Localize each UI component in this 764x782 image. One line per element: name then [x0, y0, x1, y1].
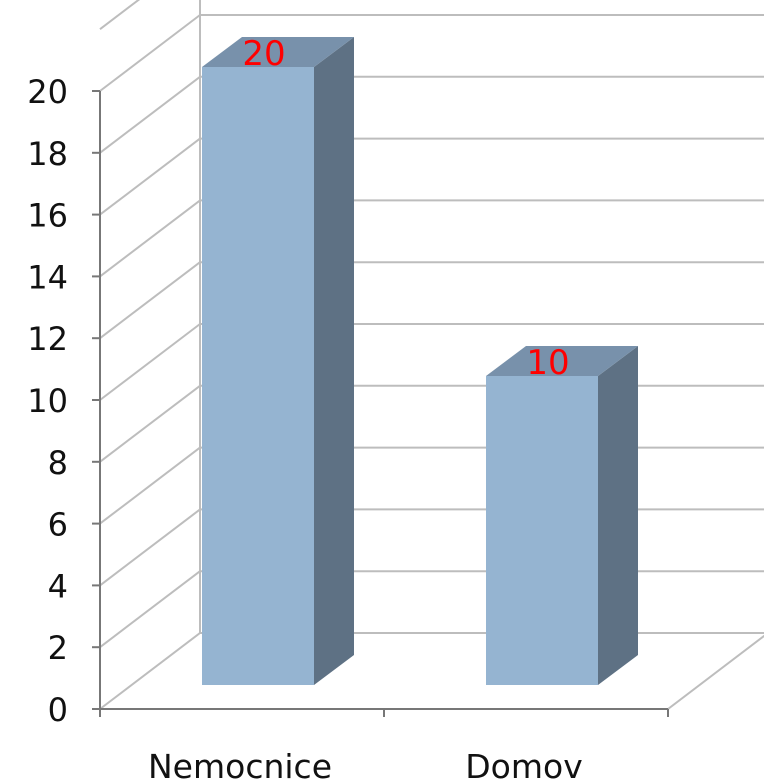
axes: [92, 90, 669, 717]
y-tick-label: 14: [27, 258, 68, 296]
y-axis-tick-labels: 0 2 4 6 8 10 12 14 16 18 20: [27, 73, 68, 729]
data-label: 20: [242, 34, 285, 74]
bar-top: [486, 346, 638, 376]
data-label: 10: [526, 343, 569, 383]
y-tick-label: 20: [27, 73, 68, 111]
y-tick-label: 18: [27, 135, 68, 173]
gridlines: [97, 0, 764, 710]
bar-domov: [486, 346, 638, 685]
bar-front: [202, 67, 314, 685]
y-tick-label: 8: [48, 444, 68, 482]
x-axis-category-labels: Nemocnice Domov: [148, 747, 583, 782]
bar-top: [202, 37, 354, 67]
bar-front: [486, 376, 598, 685]
y-tick-label: 4: [48, 567, 68, 605]
bar-nemocnice: [202, 37, 354, 685]
x-category-label: Nemocnice: [148, 747, 332, 782]
gridline-side: [99, 261, 201, 339]
gridline-side: [99, 385, 201, 463]
x-category-label: Domov: [465, 747, 582, 782]
y-tick-label: 10: [27, 382, 68, 420]
gridline-side: [99, 446, 201, 525]
gridline-side: [99, 76, 201, 154]
gridline-side: [99, 323, 201, 401]
gridline-side: [99, 508, 201, 587]
bar-side: [314, 37, 354, 685]
chart-floor: [97, 632, 764, 710]
gridline-side: [99, 199, 201, 278]
gridline-side: [99, 0, 141, 30]
gridline-side: [99, 570, 201, 648]
gridline-side: [99, 137, 201, 216]
gridline-side: [99, 14, 201, 92]
y-tick-label: 2: [48, 629, 68, 667]
y-tick-label: 6: [48, 506, 68, 544]
y-tick-label: 16: [27, 197, 68, 235]
bar-side: [598, 346, 638, 685]
y-tick-label: 0: [48, 691, 68, 729]
y-tick-label: 12: [27, 320, 68, 358]
bars: [202, 37, 638, 685]
